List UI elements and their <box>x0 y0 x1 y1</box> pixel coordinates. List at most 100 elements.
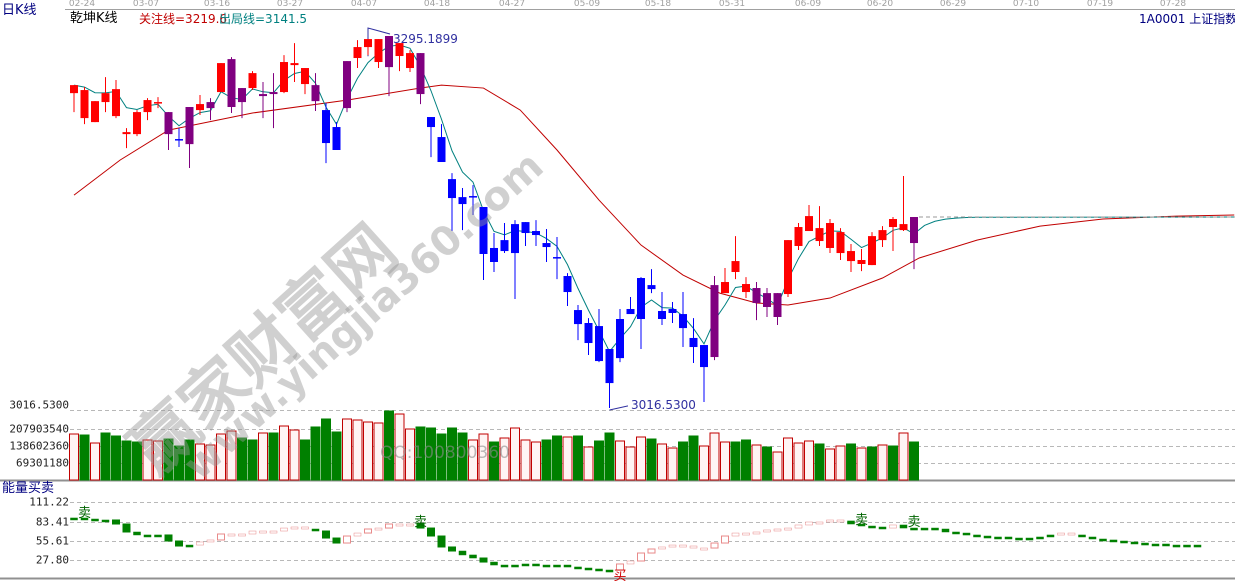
energy-bar-up <box>721 535 729 544</box>
volume-bar-down <box>111 435 121 481</box>
candle-body <box>763 293 771 307</box>
energy-bar-up <box>227 533 236 537</box>
volume-bar-down <box>846 443 856 481</box>
volume-bar-down <box>300 439 310 481</box>
volume-bar-down <box>909 441 919 481</box>
energy-bar-down <box>563 564 572 568</box>
volume-bar-up <box>468 439 478 481</box>
energy-bar-down <box>1162 543 1170 547</box>
candle-body <box>458 197 467 205</box>
energy-bar-down <box>920 527 929 531</box>
volume-bar-down <box>415 426 426 481</box>
candle-body <box>395 43 404 57</box>
energy-bar-down <box>584 567 593 571</box>
energy-bar-down <box>175 540 183 547</box>
energy-bar-down <box>416 523 425 529</box>
candle-body <box>427 117 435 128</box>
volume-bar-down <box>100 432 111 481</box>
energy-bar-down <box>1130 541 1139 545</box>
candle-body <box>164 112 173 135</box>
volume-bar-down <box>867 446 877 481</box>
candle-body <box>836 232 845 254</box>
energy-bar-down <box>469 554 477 559</box>
volume-axis-label: 138602360 <box>9 439 69 453</box>
energy-bar-up <box>889 524 897 529</box>
energy-bar-up <box>679 544 687 548</box>
volume-bar-up <box>363 421 373 481</box>
volume-bar-up <box>289 429 300 481</box>
volume-bar-down <box>457 432 468 481</box>
energy-bar-down <box>1151 543 1160 547</box>
date-tick-label: 07-10 <box>1012 0 1040 9</box>
volume-bar-up <box>699 445 709 481</box>
candle-body <box>878 230 887 241</box>
volume-bar-up <box>783 437 793 481</box>
volume-bar-up <box>898 432 909 481</box>
candle-body <box>217 63 225 93</box>
date-tick-label: 05-18 <box>644 0 672 9</box>
energy-bar-up <box>658 546 666 550</box>
volume-bar-down <box>741 439 751 481</box>
candle-body <box>143 100 152 113</box>
sell-signal-marker: 卖 <box>413 515 428 531</box>
energy-bar-up <box>700 547 708 551</box>
volume-bar-down <box>646 438 657 481</box>
volume-bar-up <box>342 418 352 481</box>
volume-bar-down <box>163 438 174 481</box>
exit-line <box>73 44 1235 353</box>
energy-bar-down <box>1099 538 1107 542</box>
volume-bar-down <box>762 446 772 481</box>
energy-bar-up <box>616 563 624 571</box>
attention-line <box>73 84 1235 306</box>
energy-bar-down <box>1120 540 1128 544</box>
energy-bar-down <box>857 523 866 527</box>
candle-body <box>416 53 425 95</box>
volume-bar-up <box>709 432 720 481</box>
exit-line-label: 出局线=3141.5 <box>219 12 308 26</box>
date-tick-label: 03-16 <box>203 0 231 9</box>
candle-body <box>500 240 509 252</box>
candle-body <box>364 39 372 48</box>
candle-body <box>290 63 299 66</box>
candle-body <box>773 293 782 317</box>
candle-body <box>311 85 320 102</box>
volume-bar-down <box>688 435 699 481</box>
energy-bar-down <box>931 527 939 531</box>
energy-bar-down <box>847 520 855 525</box>
watermark-qq: QQ:100800360 <box>380 443 510 463</box>
energy-bar-up <box>353 532 362 537</box>
energy-bar-down <box>1172 544 1181 548</box>
high-price-label: 3295.1899 <box>393 32 458 46</box>
energy-bar-up <box>280 527 288 532</box>
period-label[interactable]: 日K线 <box>2 3 37 18</box>
candle-body <box>374 39 383 63</box>
candle-body <box>805 216 813 232</box>
energy-bar-up <box>374 527 383 531</box>
volume-bar-down <box>541 439 552 481</box>
volume-bar-down <box>174 445 184 481</box>
volume-bar-down <box>489 441 499 481</box>
candle-body <box>731 261 740 273</box>
candle-body <box>868 236 876 266</box>
candle-body <box>563 276 572 293</box>
energy-bar-down <box>1004 536 1013 540</box>
energy-bar-up <box>731 532 740 537</box>
energy-bar-down <box>1015 537 1023 541</box>
volume-bar-down <box>121 440 132 481</box>
energy-bar-up <box>784 527 792 531</box>
volume-bar-up <box>877 444 888 481</box>
candle-body <box>658 310 666 319</box>
energy-bar-up <box>710 542 719 549</box>
volume-bar-up <box>751 444 762 481</box>
candle-body <box>238 88 246 103</box>
energy-bar-up <box>805 521 813 526</box>
volume-bar-up <box>804 440 814 481</box>
candle-body <box>490 247 498 262</box>
volume-bar-up <box>90 442 100 481</box>
energy-bar-up <box>742 532 750 536</box>
candle-body <box>721 282 729 294</box>
volume-bar-up <box>625 446 636 481</box>
volume-bar-up <box>825 448 835 481</box>
candle-body <box>70 85 78 94</box>
